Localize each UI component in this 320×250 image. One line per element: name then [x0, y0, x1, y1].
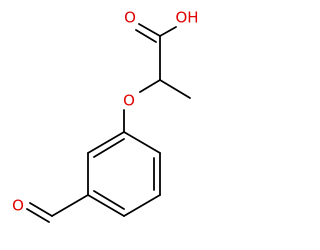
bond [135, 29, 157, 43]
bond [159, 79, 191, 99]
bond [26, 208, 50, 223]
bond [51, 194, 89, 217]
atom-label: O [124, 9, 136, 27]
atom-label: O [123, 92, 135, 110]
bond [87, 194, 125, 217]
bond [123, 131, 161, 154]
structure-diagram: O OH O O [12, 9, 199, 223]
atom-label: OH [175, 9, 198, 27]
bond [29, 202, 53, 217]
bond [139, 79, 161, 93]
bond [138, 23, 161, 37]
bond [87, 131, 125, 154]
bonds [26, 23, 191, 223]
bond [159, 26, 177, 37]
atom-label: O [12, 197, 24, 215]
bond [123, 194, 161, 217]
bond [93, 138, 125, 158]
bond [93, 190, 125, 210]
